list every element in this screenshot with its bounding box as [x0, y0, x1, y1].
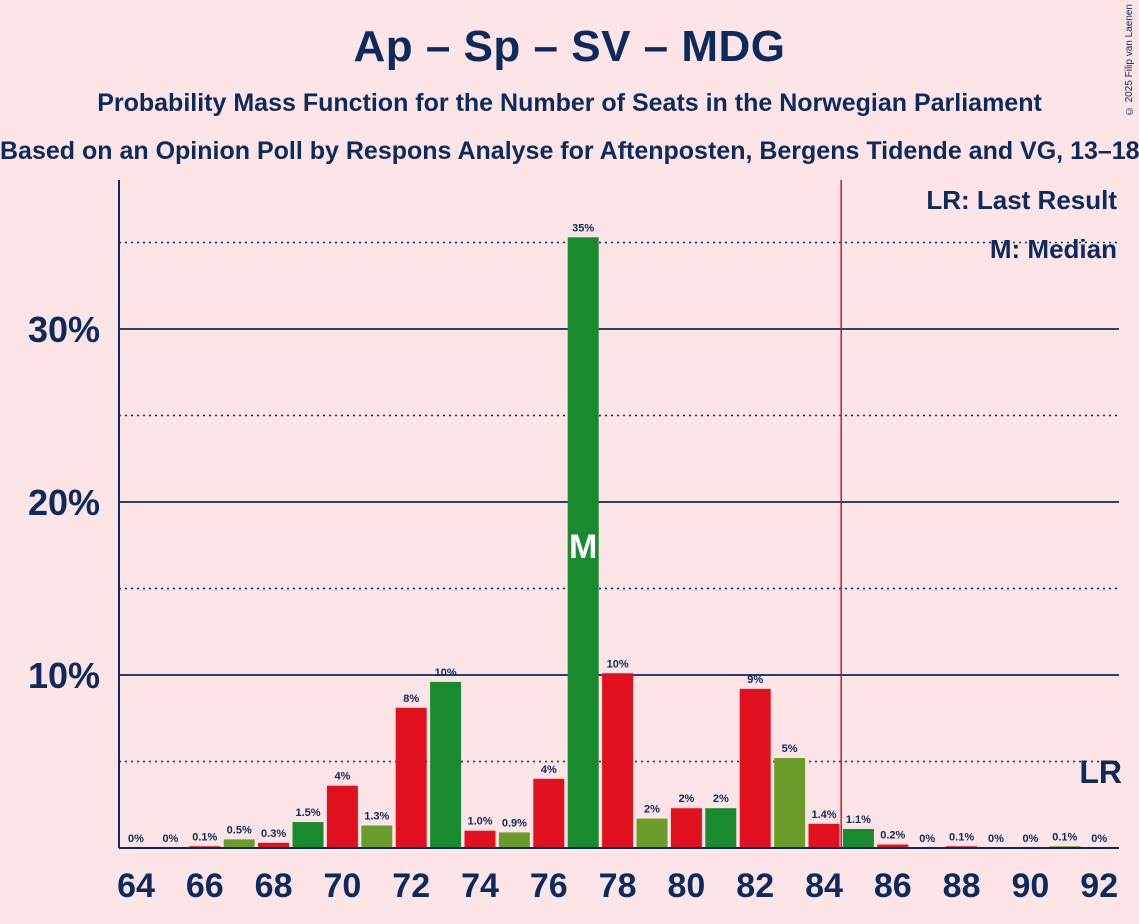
bar-seat-76 [533, 778, 565, 848]
bar-seat-84 [808, 823, 840, 848]
x-tick-label: 74 [461, 867, 499, 905]
bar-seat-83 [774, 758, 806, 848]
bar-value-label: 0% [162, 833, 178, 845]
bar-seat-73 [430, 681, 462, 848]
x-tick-label: 64 [117, 867, 155, 905]
bar-value-label: 0.9% [502, 817, 527, 829]
bar-value-label: 2% [644, 804, 660, 816]
y-tick-label: 30% [28, 309, 100, 350]
bar-seat-86 [877, 844, 909, 848]
x-tick-label: 72 [392, 867, 430, 905]
x-tick-label: 78 [599, 867, 637, 905]
chart-source: Based on an Opinion Poll by Respons Anal… [0, 137, 1139, 165]
chart-title: Ap – Sp – SV – MDG [353, 22, 786, 71]
bar-seat-79 [636, 818, 668, 848]
x-tick-label: 80 [667, 867, 705, 905]
x-tick-label: 76 [530, 867, 568, 905]
bar-value-label: 4% [541, 764, 557, 776]
bar-seat-74 [464, 830, 496, 848]
x-tick-label: 84 [805, 867, 843, 905]
x-tick-label: 82 [736, 867, 774, 905]
legend-last-result: LR: Last Result [926, 185, 1117, 215]
bar-value-label: 8% [403, 693, 419, 705]
bar-value-label: 10% [435, 667, 457, 679]
bar-value-label: 0.2% [880, 830, 905, 842]
x-tick-label: 92 [1080, 867, 1118, 905]
bar-value-label: 35% [572, 222, 594, 234]
bar-value-label: 1.0% [467, 816, 492, 828]
bar-value-label: 1.5% [295, 807, 320, 819]
bar-value-label: 1.3% [364, 811, 389, 823]
bar-seat-85 [842, 828, 874, 848]
bar-value-label: 4% [334, 771, 350, 783]
bar-value-label: 5% [782, 743, 798, 755]
x-tick-label: 70 [323, 867, 361, 905]
last-result-marker: LR [1079, 754, 1122, 790]
bar-value-label: 2% [678, 793, 694, 805]
y-tick-label: 20% [28, 482, 100, 523]
bar-seat-71 [361, 825, 393, 848]
bar-value-label: 0% [1091, 833, 1107, 845]
bar-value-label: 0.1% [192, 831, 217, 843]
bar-seat-72 [395, 707, 427, 848]
bar-value-label: 9% [747, 674, 763, 686]
bar-seat-68 [258, 842, 290, 848]
bar-value-label: 0% [988, 833, 1004, 845]
median-marker: M [569, 528, 597, 566]
y-tick-label: 10% [28, 655, 100, 696]
bar-value-label: 2% [713, 793, 729, 805]
bar-seat-77 [567, 237, 599, 848]
bar-value-label: 10% [607, 658, 629, 670]
bar-seat-75 [498, 832, 530, 848]
bar-seat-70 [326, 785, 358, 848]
bar-value-label: 0.1% [1052, 831, 1077, 843]
bar-value-label: 1.4% [811, 809, 836, 821]
bar-seat-69 [292, 822, 324, 848]
bar-value-label: 0.3% [261, 828, 286, 840]
x-tick-label: 68 [255, 867, 293, 905]
bar-seat-67 [223, 839, 255, 848]
bar-value-label: 0% [128, 833, 144, 845]
bar-value-label: 1.1% [846, 814, 871, 826]
bar-seat-81 [705, 808, 737, 848]
x-tick-label: 90 [1011, 867, 1049, 905]
x-tick-label: 66 [186, 867, 224, 905]
x-tick-label: 86 [874, 867, 912, 905]
chart-subtitle: Probability Mass Function for the Number… [97, 89, 1042, 117]
bar-value-label: 0% [919, 833, 935, 845]
legend-median: M: Median [990, 234, 1117, 264]
bar-seat-82 [739, 688, 771, 848]
bar-value-label: 0% [1022, 833, 1038, 845]
bar-value-label: 0.1% [949, 831, 974, 843]
bar-seat-78 [602, 673, 634, 848]
x-tick-label: 88 [943, 867, 981, 905]
bar-value-label: 0.5% [227, 824, 252, 836]
bar-seat-80 [670, 808, 702, 848]
